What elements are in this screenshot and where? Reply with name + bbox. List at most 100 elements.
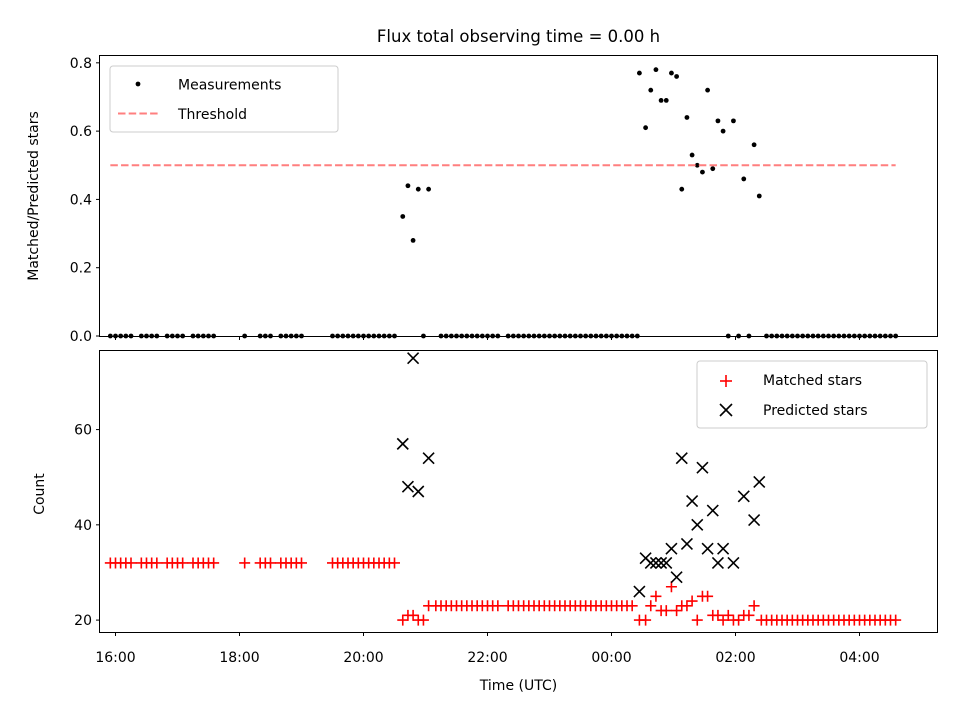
predicted-legend-label: Predicted stars (763, 403, 868, 419)
count-axes-frame (99, 350, 938, 633)
predicted-stars-point (675, 452, 688, 465)
measurements-legend-label: Measurements (178, 78, 281, 94)
predicted-stars-point (696, 461, 709, 474)
count-panel: 20 40 60 16:00 18:00 20:00 22:00 00:00 02:00 04:0… (32, 350, 938, 694)
matched-stars-point (265, 557, 276, 569)
x-tick-label: 04:00 (839, 650, 879, 666)
predicted-stars-point (727, 556, 740, 570)
matched-stars-point (389, 557, 400, 569)
x-axis-label: Time (UTC) (479, 678, 557, 694)
matched-stars-point (645, 600, 657, 612)
matched-stars-point (417, 614, 429, 626)
matched-stars-point (125, 557, 137, 569)
matched-stars-point (640, 614, 652, 626)
measurements-point (751, 142, 757, 148)
ratio-marks (107, 67, 899, 339)
predicted-stars-point (701, 542, 714, 555)
measurements-point (405, 183, 411, 189)
count-y-axis-label: Count (32, 473, 48, 515)
measurements-point (720, 128, 726, 134)
matched-stars-point (890, 614, 902, 626)
predicted-stars-point (401, 480, 414, 493)
count-y-tick-label: 20 (74, 613, 92, 629)
matched-stars-point (151, 557, 163, 569)
predicted-stars-point (407, 352, 420, 365)
matched-legend-marker (720, 375, 732, 387)
predicted-stars-point (706, 504, 719, 517)
measurements-point (674, 74, 679, 79)
matched-stars-point (397, 614, 409, 626)
matched-stars-point (177, 557, 189, 569)
predicted-stars-point (737, 490, 750, 503)
count-y-tick-label: 40 (74, 518, 92, 534)
matched-stars-point (660, 605, 672, 617)
ratio-y-tick-label: 0.0 (70, 329, 92, 345)
matched-stars-point (296, 557, 307, 569)
measurements-point (669, 70, 674, 76)
x-tick-label: 18:00 (219, 650, 259, 666)
matched-stars-point (722, 609, 734, 621)
predicted-stars-point (711, 556, 724, 570)
x-tick-label: 22:00 (467, 650, 507, 666)
measurements-point (415, 186, 421, 192)
predicted-stars-point (717, 542, 730, 555)
ratio-y-axis-label: Matched/Predicted stars (26, 111, 42, 281)
ratio-legend: Measurements Threshold (109, 65, 339, 133)
matched-stars-point (671, 605, 683, 617)
count-ticks: 20 40 60 16:00 18:00 20:00 22:00 00:00 02:00 04:0… (74, 423, 880, 666)
ratio-y-tick-label: 0.6 (70, 124, 92, 140)
measurements-point (694, 162, 700, 168)
measurements-point (731, 118, 736, 124)
figure-title: Flux total observing time = 0.00 h (377, 27, 660, 46)
matched-stars-point (712, 609, 724, 621)
measurements-point (643, 125, 648, 131)
ratio-y-tick-label: 0.4 (70, 192, 92, 208)
matched-stars-point (743, 609, 755, 621)
matched-stars-point (208, 557, 220, 569)
measurements-point (653, 67, 659, 73)
predicted-stars-point (412, 485, 425, 498)
measurements-point (658, 97, 664, 103)
measurements-point (400, 214, 406, 219)
matched-stars-point (239, 557, 251, 569)
measurements-point (679, 186, 685, 192)
predicted-stars-point (686, 494, 699, 508)
predicted-stars-point (660, 556, 673, 570)
measurements-point (700, 169, 705, 175)
measurements-point (756, 193, 762, 199)
predicted-stars-point (633, 585, 646, 598)
ratio-y-tick-label: 0.2 (70, 261, 92, 277)
x-tick-label: 16:00 (95, 650, 135, 666)
predicted-stars-point (691, 518, 704, 531)
measurements-point (637, 70, 642, 76)
matched-stars-point (691, 614, 703, 626)
measurements-point (741, 176, 747, 182)
matched-stars-point (492, 600, 504, 612)
ratio-axes-frame (99, 55, 938, 337)
measurements-point (684, 115, 690, 120)
predicted-stars-point (670, 571, 683, 584)
predicted-stars-point (422, 452, 435, 465)
measurements-point (648, 87, 654, 93)
count-legend-box (696, 360, 928, 429)
predicted-stars-point (748, 514, 761, 527)
measurements-point (689, 152, 695, 158)
matched-stars-point (748, 600, 760, 612)
matched-legend-label: Matched stars (763, 373, 862, 389)
matched-stars-point (686, 595, 698, 607)
x-tick-label: 00:00 (591, 650, 631, 666)
measurements-point (705, 87, 710, 93)
predicted-stars-point (396, 437, 409, 450)
x-tick-label: 02:00 (715, 650, 755, 666)
matched-stars-point (407, 609, 419, 621)
matched-stars-point (681, 600, 693, 612)
predicted-stars-point (753, 475, 766, 489)
measurements-point (710, 166, 716, 172)
measurements-point (663, 97, 669, 103)
ratio-y-tick-label: 0.8 (70, 56, 92, 72)
matched-stars-point (733, 614, 745, 626)
matched-stars-point (650, 590, 662, 602)
predicted-legend-marker (719, 403, 733, 417)
measurements-point (715, 118, 721, 124)
matched-stars-point (665, 581, 677, 593)
